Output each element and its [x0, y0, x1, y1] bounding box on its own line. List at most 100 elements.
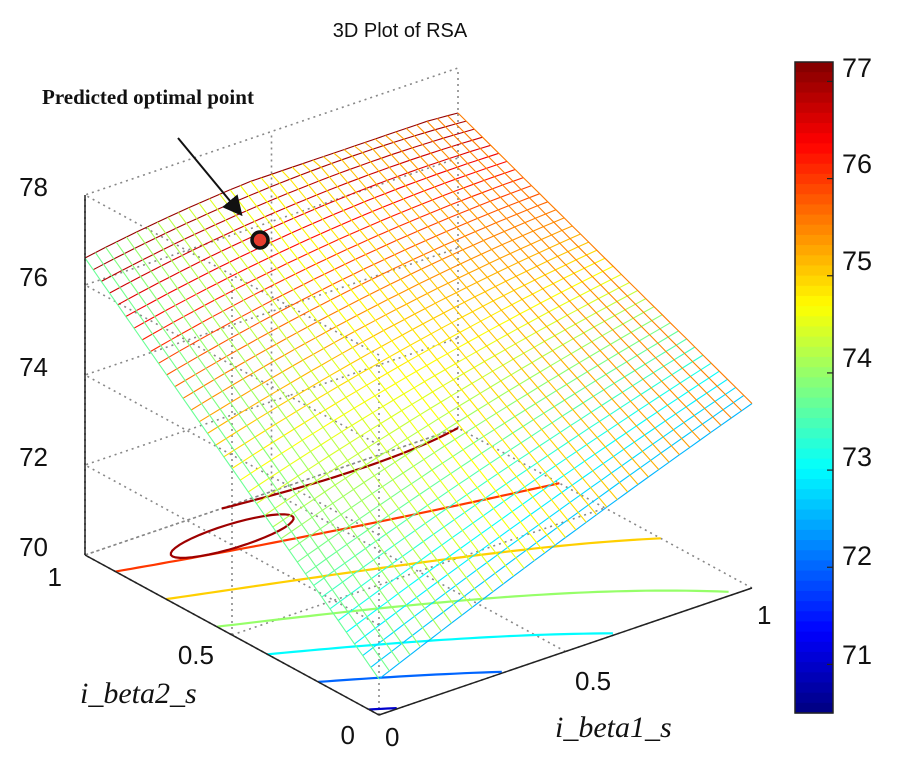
- mesh-line-y-28: [150, 177, 524, 353]
- colorbar-band-1: [795, 72, 833, 83]
- y-axis-label: i_beta2_s: [80, 677, 197, 710]
- colorbar-band-13: [795, 194, 833, 206]
- mesh-line-y-30: [133, 160, 508, 329]
- colorbar-tick-label-72: 72: [842, 541, 872, 571]
- colorbar-band-53: [795, 601, 833, 612]
- colorbar-band-30: [795, 367, 833, 378]
- response-surface-mesh: [84, 112, 753, 680]
- mesh-line-x-36: [457, 112, 753, 404]
- mesh-line-y-11: [288, 314, 663, 551]
- mesh-line-y-0: [378, 403, 753, 680]
- colorbar-band-23: [795, 295, 833, 307]
- colorbar-band-18: [795, 245, 833, 256]
- annotation-arrow: [177, 137, 243, 217]
- contour-closed-optimum: [169, 513, 295, 560]
- colorbar-band-50: [795, 570, 833, 582]
- colorbar-band-41: [795, 479, 833, 490]
- colorbar-band-32: [795, 387, 833, 399]
- colorbar-frame: [794, 61, 834, 714]
- mesh-line-x-17: [260, 177, 556, 546]
- colorbar: [794, 61, 834, 714]
- colorbar-band-47: [795, 540, 833, 551]
- mesh-line-x-14: [229, 189, 525, 569]
- mesh-line-x-4: [125, 236, 421, 648]
- mesh-line-x-3: [115, 241, 411, 656]
- optimal-point-annotation: Predicted optimal point: [42, 85, 254, 109]
- contour-line-75: [165, 537, 661, 601]
- colorbar-band-59: [795, 662, 833, 673]
- colorbar-band-4: [795, 102, 833, 114]
- colorbar-band-33: [795, 397, 833, 409]
- colorbar-band-39: [795, 458, 833, 470]
- colorbar-band-14: [795, 204, 833, 216]
- mesh-line-y-7: [321, 346, 696, 598]
- colorbar-band-63: [795, 702, 833, 714]
- colorbar-tick-label-75: 75: [842, 246, 872, 276]
- x-tick-label-0.5: 0.5: [575, 666, 611, 696]
- colorbar-tick-label-71: 71: [842, 640, 872, 670]
- mesh-line-x-33: [426, 120, 722, 426]
- optimal-point-marker: [250, 230, 270, 250]
- colorbar-band-28: [795, 346, 833, 358]
- colorbar-band-46: [795, 529, 833, 541]
- mesh-line-x-0: [84, 257, 380, 680]
- mesh-line-x-21: [302, 163, 598, 516]
- colorbar-band-16: [795, 224, 833, 236]
- colorbar-band-56: [795, 631, 833, 643]
- mesh-line-x-22: [312, 159, 608, 508]
- colorbar-band-6: [795, 123, 833, 134]
- colorbar-band-31: [795, 377, 833, 389]
- colorbar-band-0: [795, 62, 833, 73]
- colorbar-band-26: [795, 326, 833, 338]
- colorbar-band-5: [795, 112, 833, 124]
- chart-title: 3D Plot of RSA: [333, 20, 468, 42]
- colorbar-band-37: [795, 438, 833, 450]
- mesh-line-y-1: [370, 394, 745, 668]
- colorbar-band-45: [795, 519, 833, 531]
- x-axis-label: i_beta1_s: [555, 711, 672, 744]
- mesh-line-y-6: [329, 354, 704, 610]
- mesh-line-x-26: [354, 145, 649, 478]
- colorbar-band-62: [795, 692, 833, 704]
- colorbar-band-51: [795, 580, 833, 592]
- colorbar-band-36: [795, 428, 833, 439]
- mesh-line-x-31: [405, 127, 701, 441]
- mesh-line-x-8: [167, 216, 463, 616]
- grid-line-z-78: [83, 67, 459, 356]
- colorbar-band-52: [795, 590, 833, 602]
- colorbar-band-9: [795, 153, 833, 165]
- mesh-line-y-20: [215, 241, 589, 446]
- mesh-line-x-34: [436, 118, 732, 419]
- mesh-line-x-28: [374, 138, 670, 463]
- colorbar-band-57: [795, 641, 833, 653]
- colorbar-band-38: [795, 448, 833, 460]
- mesh-line-y-2: [362, 386, 737, 657]
- mesh-line-x-24: [333, 152, 629, 493]
- colorbar-band-29: [795, 356, 833, 368]
- colorbar-band-44: [795, 509, 833, 521]
- z-tick-label-70: 70: [19, 532, 48, 562]
- colorbar-tick-label-74: 74: [842, 343, 872, 373]
- colorbar-band-3: [795, 92, 833, 104]
- x-tick-label-1: 1: [757, 600, 771, 630]
- mesh-line-x-11: [198, 202, 494, 593]
- contour-line-72: [318, 670, 502, 683]
- colorbar-band-54: [795, 611, 833, 623]
- grid-line-floor-x-1: [457, 427, 753, 589]
- x-tick-label-0: 0: [385, 722, 399, 752]
- z-tick-label-72: 72: [19, 442, 48, 472]
- colorbar-band-43: [795, 499, 833, 511]
- mesh-line-x-15: [239, 185, 535, 561]
- colorbar-band-25: [795, 316, 833, 328]
- colorbar-tick-label-77: 77: [842, 53, 872, 83]
- mesh-line-y-31: [125, 152, 499, 317]
- mesh-line-x-9: [177, 212, 473, 608]
- colorbar-band-55: [795, 621, 833, 633]
- floor-contours: [115, 427, 729, 711]
- z-tick-label-74: 74: [19, 352, 48, 382]
- mesh-line-y-9: [305, 330, 679, 575]
- contour-line-73: [267, 632, 613, 656]
- mesh-line-x-32: [416, 124, 711, 433]
- y-tick-label-1: 1: [48, 562, 62, 592]
